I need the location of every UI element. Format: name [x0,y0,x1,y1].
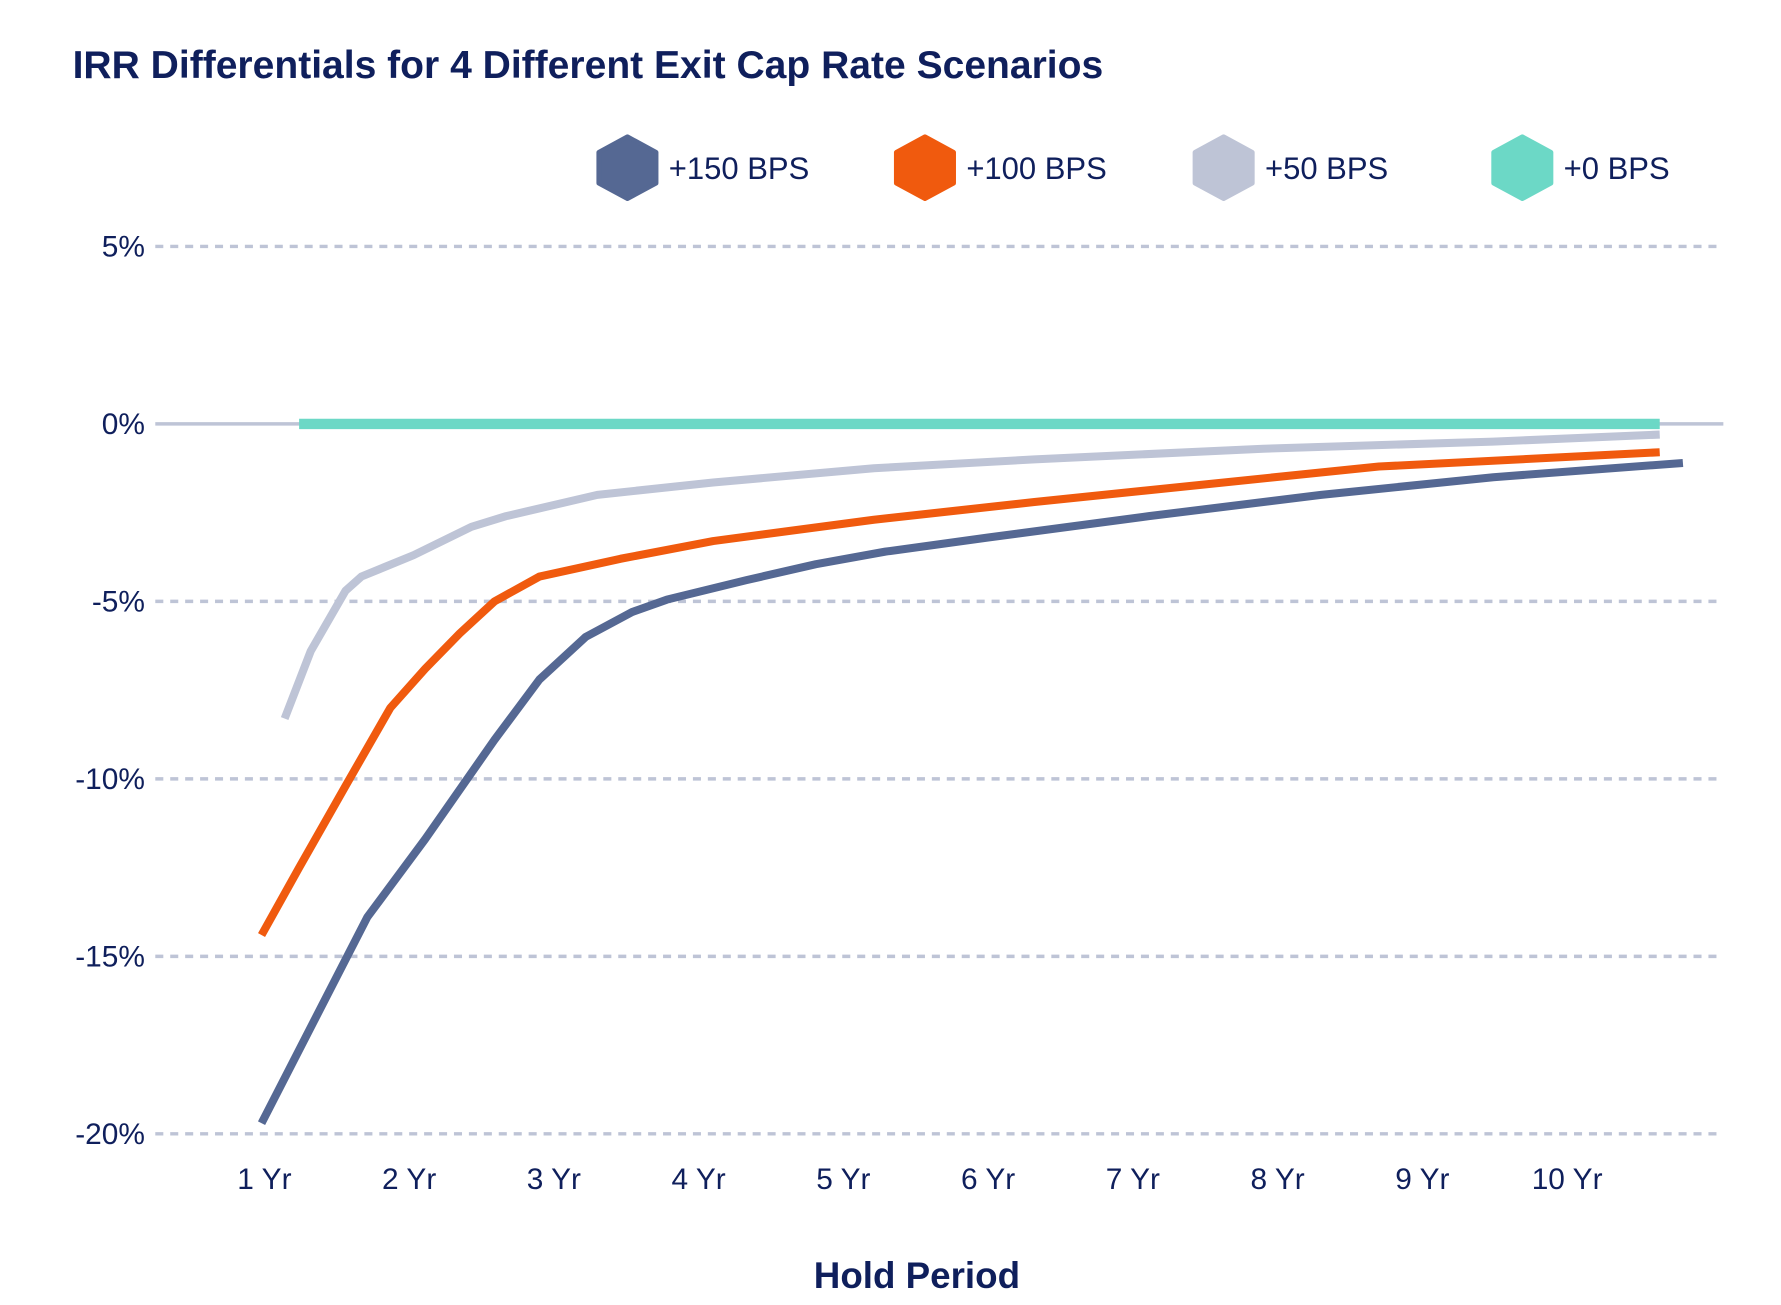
series-line-50BPSbps [280,430,1660,721]
x-tick-label: 7 Yr [1106,1163,1160,1196]
legend: +150 BPS +100 BPS +50 BPS +0 BPS [596,134,1670,202]
y-tick-label: 0% [102,408,145,441]
series-line-150BPSbps [257,458,1684,1125]
x-tick-label: 6 Yr [961,1163,1015,1196]
grid [155,244,1724,1136]
y-tick-label: -20% [75,1118,145,1151]
legend-item[interactable]: +0 BPS [1491,134,1670,202]
chart-title: IRR Differentials for 4 Different Exit C… [73,44,1104,87]
y-tick-label: 5% [102,231,145,264]
legend-item[interactable]: +100 BPS [893,134,1107,202]
legend-item[interactable]: +150 BPS [596,134,810,202]
x-tick-label: 4 Yr [672,1163,726,1196]
series-lines [257,418,1684,1125]
x-tick-label: 2 Yr [382,1163,436,1196]
legend-label: +150 BPS [669,151,809,186]
x-tick-label: 10 Yr [1532,1163,1603,1196]
x-tick-label: 3 Yr [527,1163,581,1196]
legend-item[interactable]: +50 BPS [1192,134,1388,202]
x-axis-label: Hold Period [814,1255,1020,1296]
legend-label: +100 BPS [966,151,1106,186]
series-line-100BPSbps [258,448,1660,938]
y-axis-ticks: 5% 0% -5% -10% -15% -20% [75,231,145,1151]
legend-label: +50 BPS [1265,151,1388,186]
y-tick-label: -10% [75,763,145,796]
x-axis-ticks: 1 Yr 2 Yr 3 Yr 4 Yr 5 Yr 6 Yr 7 Yr 8 Yr 9 Yr 10 Y… [237,1163,1602,1196]
legend-hexagon-icon [1491,134,1554,202]
x-tick-label: 1 Yr [237,1163,291,1196]
legend-hexagon-icon [893,134,956,202]
x-tick-label: 8 Yr [1251,1163,1305,1196]
x-tick-label: 9 Yr [1395,1163,1449,1196]
legend-hexagon-icon [1192,134,1255,202]
y-tick-label: -5% [92,586,145,619]
y-tick-label: -15% [75,941,145,974]
legend-label: +0 BPS [1564,151,1670,186]
legend-hexagon-icon [596,134,659,202]
x-tick-label: 5 Yr [816,1163,870,1196]
